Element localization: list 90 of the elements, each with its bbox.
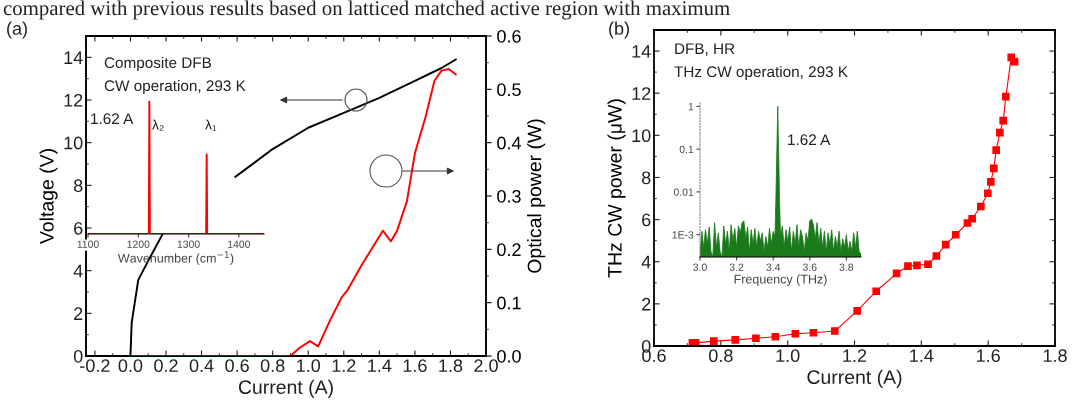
x-tick-label: 1.8	[1043, 349, 1067, 363]
annotation: λ₂	[152, 119, 164, 131]
y-tick-label: 8	[641, 171, 651, 185]
text: (a)	[7, 21, 27, 39]
x-axis-title: Current (A)	[807, 369, 902, 388]
x-tick-label: 1.6	[403, 359, 427, 373]
point	[709, 337, 718, 345]
x-tick-label: 0.8	[708, 349, 733, 363]
point	[941, 240, 950, 249]
annotation: THz CW operation, 293 K	[674, 65, 848, 81]
x-tick-label: 3.6	[802, 263, 817, 271]
point	[932, 252, 941, 260]
point	[992, 146, 1001, 154]
y-tick-label: 0.1	[679, 145, 694, 154]
point	[984, 189, 992, 198]
x-tick-label: 1200	[127, 240, 150, 248]
x-tick-label: 0.0	[118, 359, 143, 373]
y-tick-label: 10	[632, 129, 651, 143]
point	[853, 306, 861, 315]
y2-axis-title: Optical power (W)	[527, 119, 546, 273]
y-tick-label: 4	[641, 255, 651, 269]
y2-tick-label: 0.1	[497, 296, 521, 310]
point	[999, 116, 1008, 125]
x-axis-title: Frequency (THz)	[734, 274, 827, 286]
point	[990, 164, 998, 173]
point	[752, 334, 760, 343]
point	[771, 332, 780, 341]
annotation: CW operation, 293 K	[104, 79, 246, 95]
x-tick-label: 3.0	[693, 263, 707, 271]
x-tick-label: 3.4	[766, 263, 781, 271]
x-tick-label: 1.0	[776, 349, 800, 363]
x-tick-label: 1.4	[368, 359, 392, 372]
text: compared with previous results based on latticed matched active region with maximum	[3, 0, 730, 20]
y-tick-label: 8	[73, 179, 83, 193]
point	[809, 328, 818, 337]
y-tick-label: 2	[642, 297, 651, 311]
y-axis-title: Voltage (V)	[39, 149, 58, 245]
point	[830, 327, 839, 335]
y-tick-label: 12	[64, 93, 83, 107]
y-tick-label: 14	[632, 45, 651, 58]
point	[968, 214, 976, 223]
point	[976, 202, 985, 211]
y2-tick-label: 0.5	[497, 83, 521, 97]
x-tick-label: 1100	[77, 240, 99, 248]
y-tick-label: 1	[688, 102, 694, 111]
y-tick-label: 14	[64, 51, 83, 64]
x-tick-label: 1300	[177, 240, 200, 248]
y-tick-label: 2	[74, 307, 83, 320]
point	[791, 329, 800, 338]
x-tick-label: 3.2	[729, 263, 744, 271]
annotation: 1.62 A	[91, 113, 134, 125]
x-tick-label: 1400	[228, 240, 251, 248]
x-tick-label: 0.8	[260, 359, 285, 373]
x-tick-label: 0.6	[225, 359, 249, 373]
y-tick-label: 12	[632, 87, 651, 100]
point	[913, 261, 921, 270]
point	[904, 262, 912, 270]
point	[1002, 92, 1010, 101]
y-tick-label: 6	[642, 213, 651, 227]
x-tick-label: 0.4	[189, 359, 214, 373]
y-tick-label: 6	[74, 221, 83, 235]
x-tick-label: 1.8	[439, 359, 463, 373]
x-tick-label: 1.4	[910, 349, 934, 362]
point	[731, 336, 740, 344]
y-tick-label: 0.01	[673, 188, 694, 196]
point	[924, 260, 932, 269]
y2-tick-label: 0.4	[497, 136, 521, 150]
text: (b)	[609, 21, 629, 39]
y-tick-label: 4	[73, 264, 83, 278]
x-tick-label: 2.0	[474, 359, 498, 373]
point	[996, 128, 1004, 137]
x-tick-label: 1.6	[976, 349, 1000, 363]
point	[951, 230, 960, 239]
y2-tick-label: 0.3	[497, 189, 521, 203]
y-tick-label: 10	[64, 136, 83, 150]
y-tick-label: 1E-3	[672, 231, 694, 239]
point	[987, 178, 995, 186]
x-tick-label: 1.0	[297, 359, 321, 373]
y2-tick-label: 0.6	[497, 29, 521, 43]
annotation: DFB, HR	[675, 43, 735, 56]
y-axis-title: THz CW power (μW)	[607, 99, 626, 278]
x-tick-label: 3.8	[839, 263, 854, 271]
x-tick-label: 1.2	[332, 359, 356, 372]
x-tick-label: 1.2	[843, 349, 867, 362]
point	[872, 287, 881, 296]
x-tick-label: 0.2	[154, 359, 178, 373]
annotation: 1.62 A	[788, 134, 831, 146]
annotation: Composite DFB	[104, 56, 212, 72]
annotation: λ₁	[205, 119, 217, 131]
x-axis-title: Current (A)	[238, 379, 333, 398]
